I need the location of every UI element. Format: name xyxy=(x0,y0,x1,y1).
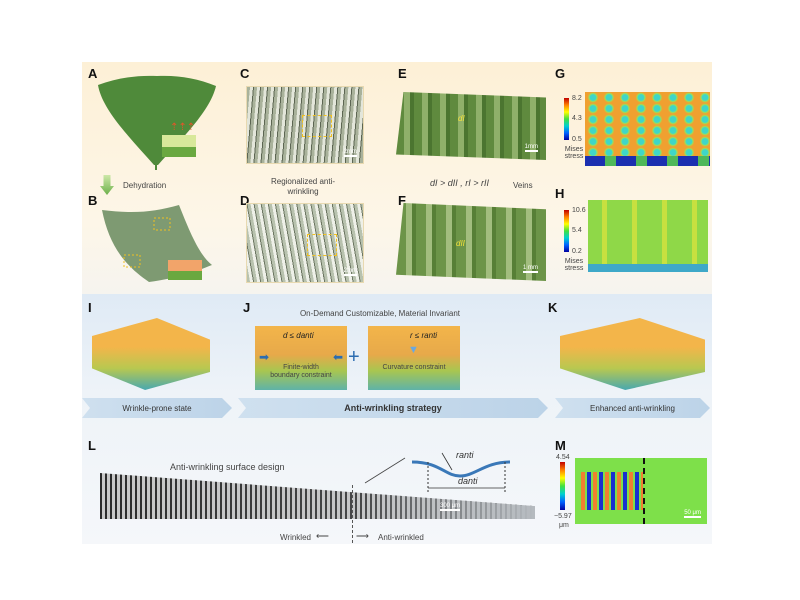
r-anti-label: ranti xyxy=(456,450,474,460)
panel-label-l: L xyxy=(88,438,96,453)
r-condition-label: r ≤ ranti xyxy=(410,331,438,340)
panel-label-a: A xyxy=(88,66,98,81)
colorbar-h xyxy=(564,210,569,252)
d-I-label: dI xyxy=(458,114,465,123)
dried-inset-block xyxy=(168,260,202,280)
dehydration-label: Dehydration xyxy=(123,181,167,190)
stress-map-g xyxy=(585,92,710,156)
veins-label: Veins xyxy=(513,181,533,190)
ginkgo-leaf-image xyxy=(98,75,216,170)
colorbar-g xyxy=(564,98,569,140)
banner-strategy: Anti-wrinkling strategy xyxy=(238,398,548,418)
leaf-inset-block xyxy=(162,135,196,157)
curvature-label: Curvature constraint xyxy=(382,364,446,371)
banner-enhanced: Enhanced anti-wrinkling xyxy=(555,398,710,418)
j-header: On-Demand Customizable, Material Invaria… xyxy=(299,309,461,318)
h-min: 0.2 xyxy=(572,248,582,255)
m-min: −5.97 xyxy=(554,513,572,520)
panel-label-g: G xyxy=(555,66,566,81)
m-unit: μm xyxy=(559,522,569,529)
surface-scan-e: dI 1mm xyxy=(396,92,546,160)
panel-label-h: H xyxy=(555,186,565,201)
m-max: 4.54 xyxy=(556,454,570,461)
compression-arrow-left-icon: ➡ xyxy=(259,350,270,364)
wrinkled-label: Wrinkled xyxy=(280,533,311,542)
scale-bar-d: 2mm xyxy=(343,268,357,276)
scale-bar-f: 1 mm xyxy=(523,265,538,273)
micrograph-d: 2mm xyxy=(246,203,364,283)
panel-label-k: K xyxy=(548,300,558,315)
panel-label-e: E xyxy=(398,66,407,81)
regionalized-label: Regionalized anti-wrinkling xyxy=(270,177,336,196)
panel-label-j: J xyxy=(243,300,251,315)
panel-label-m: M xyxy=(555,438,566,453)
finite-label: Finite-width boundary constraint xyxy=(270,364,332,380)
g-mid: 4.3 xyxy=(572,115,582,122)
stress-map-h xyxy=(588,200,708,264)
d-condition-label: d ≤ danti xyxy=(283,331,314,340)
water-arrows-icon: ⇡⇡⇡ xyxy=(170,122,196,133)
panel-label-b: B xyxy=(88,193,98,208)
right-arrow-icon: ⟶ xyxy=(356,531,369,541)
curvature-block: r ≤ ranti ▼ Curvature constraint xyxy=(368,326,460,390)
down-arrow-icon xyxy=(100,175,114,195)
h-label: Mises stress xyxy=(564,258,584,272)
left-arrow-icon: ⟵ xyxy=(316,531,329,541)
scale-bar-l: 300 μm xyxy=(440,503,461,511)
plus-sign: + xyxy=(348,346,360,368)
scale-bar-e: 1mm xyxy=(524,144,538,152)
compression-arrow-right-icon: ⬅ xyxy=(332,350,343,364)
panel-label-f: F xyxy=(398,193,406,208)
d-anti-label: danti xyxy=(458,476,478,486)
colorbar-m xyxy=(560,462,565,510)
stress-map-g-side xyxy=(585,156,710,166)
h-max: 10.6 xyxy=(572,207,586,214)
panel-label-i: I xyxy=(88,300,92,315)
h-mid: 5.4 xyxy=(572,227,582,234)
panel-label-c: C xyxy=(240,66,250,81)
g-label: Mises stress xyxy=(564,146,584,160)
finite-width-block: d ≤ danti ➡ ⬅ Finite-width boundary cons… xyxy=(255,326,347,390)
relation-label: dI > dII , rI > rII xyxy=(430,178,490,188)
anti-wrinkled-label: Anti-wrinkled xyxy=(378,533,424,542)
scale-bar-c: 2mm xyxy=(343,149,357,157)
curvature-schematic xyxy=(364,452,511,492)
down-arrow-icon: ▼ xyxy=(408,344,419,356)
g-min: 0.5 xyxy=(572,136,582,143)
divider-dashed-line xyxy=(352,485,353,543)
banner-wrinkle-prone: Wrinkle-prone state xyxy=(82,398,232,418)
design-label: Anti-wrinkling surface design xyxy=(170,462,285,472)
panel-label-d: D xyxy=(240,193,250,208)
micrograph-c: 2mm xyxy=(246,86,364,164)
height-map-m: 50 μm xyxy=(575,458,707,524)
g-max: 8.2 xyxy=(572,95,582,102)
stress-map-h-side xyxy=(588,264,708,272)
d-II-label: dII xyxy=(456,239,465,248)
surface-scan-f: dII 1 mm xyxy=(396,203,546,281)
scale-bar-m: 50 μm xyxy=(684,510,701,518)
